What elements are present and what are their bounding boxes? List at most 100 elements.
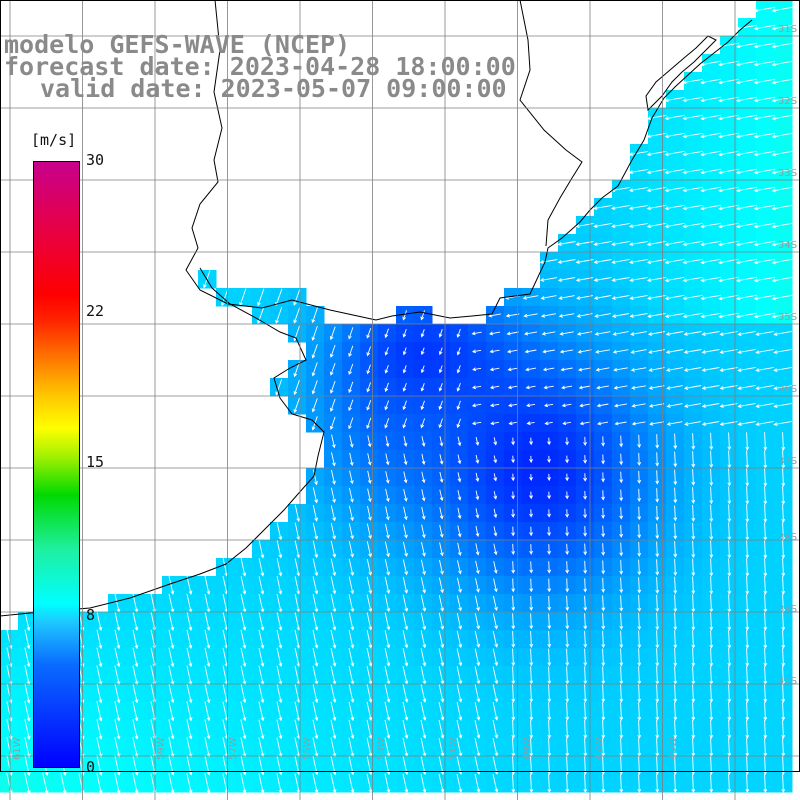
wind-arrow (529, 720, 534, 739)
wind-arrow (457, 560, 462, 575)
wind-arrow (488, 331, 501, 336)
wind-arrow (682, 312, 703, 319)
wind-arrow (511, 561, 516, 574)
wind-arrow (204, 701, 211, 722)
wind-arrow (276, 629, 283, 649)
wind-arrow (329, 362, 336, 376)
wind-arrow (700, 60, 721, 67)
wind-arrow (114, 719, 121, 740)
wind-arrow (438, 773, 445, 794)
wind-arrow (96, 647, 103, 668)
wind-arrow (771, 132, 794, 139)
wind-arrow (601, 773, 606, 793)
wind-arrow (366, 612, 373, 631)
wind-arrow (511, 630, 516, 648)
wind-arrow (384, 541, 390, 558)
wind-arrow (773, 384, 792, 391)
wind-arrow (700, 240, 721, 247)
wind-arrow (529, 526, 534, 537)
wind-arrow (367, 470, 372, 485)
wind-arrow (384, 418, 390, 429)
wind-arrow (114, 647, 121, 668)
wind-arrow (402, 541, 408, 558)
wind-arrow (718, 150, 739, 157)
wind-arrow (472, 367, 482, 372)
wind-arrow (745, 683, 750, 703)
wind-arrow (781, 647, 786, 667)
wind-arrow (578, 367, 592, 372)
wind-arrow (529, 455, 533, 464)
wind-arrow (439, 454, 444, 465)
wind-arrow (438, 347, 443, 356)
wind-arrow (492, 613, 499, 630)
wind-arrow (24, 647, 31, 668)
wind-arrow (771, 6, 794, 13)
wind-arrow (402, 418, 408, 429)
wind-arrow (132, 701, 139, 722)
wind-arrow (611, 204, 631, 211)
wind-arrow (366, 683, 373, 704)
wind-arrow (366, 630, 373, 649)
wind-arrow (547, 666, 552, 685)
wind-arrow (384, 400, 390, 411)
wind-arrow (727, 540, 732, 559)
wind-arrow (507, 349, 519, 354)
wind-arrow (132, 629, 139, 650)
wind-arrow (727, 450, 732, 469)
wind-arrow (773, 348, 792, 355)
wind-arrow (628, 186, 649, 193)
colorbar-tick: 30 (86, 151, 105, 169)
wind-arrow (471, 421, 482, 426)
wind-arrow (511, 595, 516, 612)
wind-arrow (402, 773, 409, 794)
wind-arrow (312, 469, 318, 486)
wind-arrow (737, 384, 756, 391)
wind-arrow (547, 630, 552, 648)
wind-arrow (682, 240, 703, 247)
wind-arrow (565, 756, 570, 775)
wind-arrow (700, 114, 721, 121)
wind-arrow (24, 772, 31, 795)
wind-arrow (204, 737, 211, 758)
wind-arrow (526, 421, 535, 426)
wind-arrow (384, 364, 389, 374)
wind-arrow (402, 648, 409, 667)
wind-arrow (540, 295, 557, 300)
wind-arrow (456, 347, 461, 356)
wind-arrow (655, 773, 660, 793)
wind-arrow (565, 666, 570, 685)
wind-arrow (544, 421, 553, 426)
wind-arrow (763, 719, 768, 739)
wind-arrow (682, 222, 703, 229)
wind-arrow (294, 522, 301, 541)
border-uruguay-brazil (519, 0, 583, 247)
wind-arrow (637, 702, 642, 721)
wind-arrow (457, 454, 462, 465)
wind-arrow (773, 420, 792, 427)
wind-arrow (475, 472, 480, 483)
wind-arrow (753, 222, 776, 229)
wind-arrow (601, 577, 606, 593)
wind-arrow (492, 774, 499, 793)
wind-arrow (384, 612, 391, 631)
wind-arrow (96, 737, 103, 758)
wind-arrow (542, 367, 555, 372)
wind-arrow (349, 470, 354, 485)
wind-arrow (700, 96, 721, 103)
wind-arrow (329, 344, 336, 358)
wind-arrow (421, 542, 426, 557)
wind-arrow (348, 612, 355, 631)
wind-arrow (682, 276, 703, 283)
lon-label: 55W (302, 737, 313, 760)
wind-arrow (773, 330, 792, 337)
wind-arrow (781, 504, 786, 523)
wind-arrow (457, 525, 462, 538)
wind-arrow (490, 421, 499, 426)
wind-arrow (475, 560, 480, 575)
wind-arrow (637, 506, 642, 521)
wind-arrow (439, 507, 444, 520)
wind-arrow (385, 523, 390, 539)
wind-arrow (655, 576, 660, 594)
wind-arrow (601, 454, 606, 465)
wind-arrow (547, 544, 552, 555)
